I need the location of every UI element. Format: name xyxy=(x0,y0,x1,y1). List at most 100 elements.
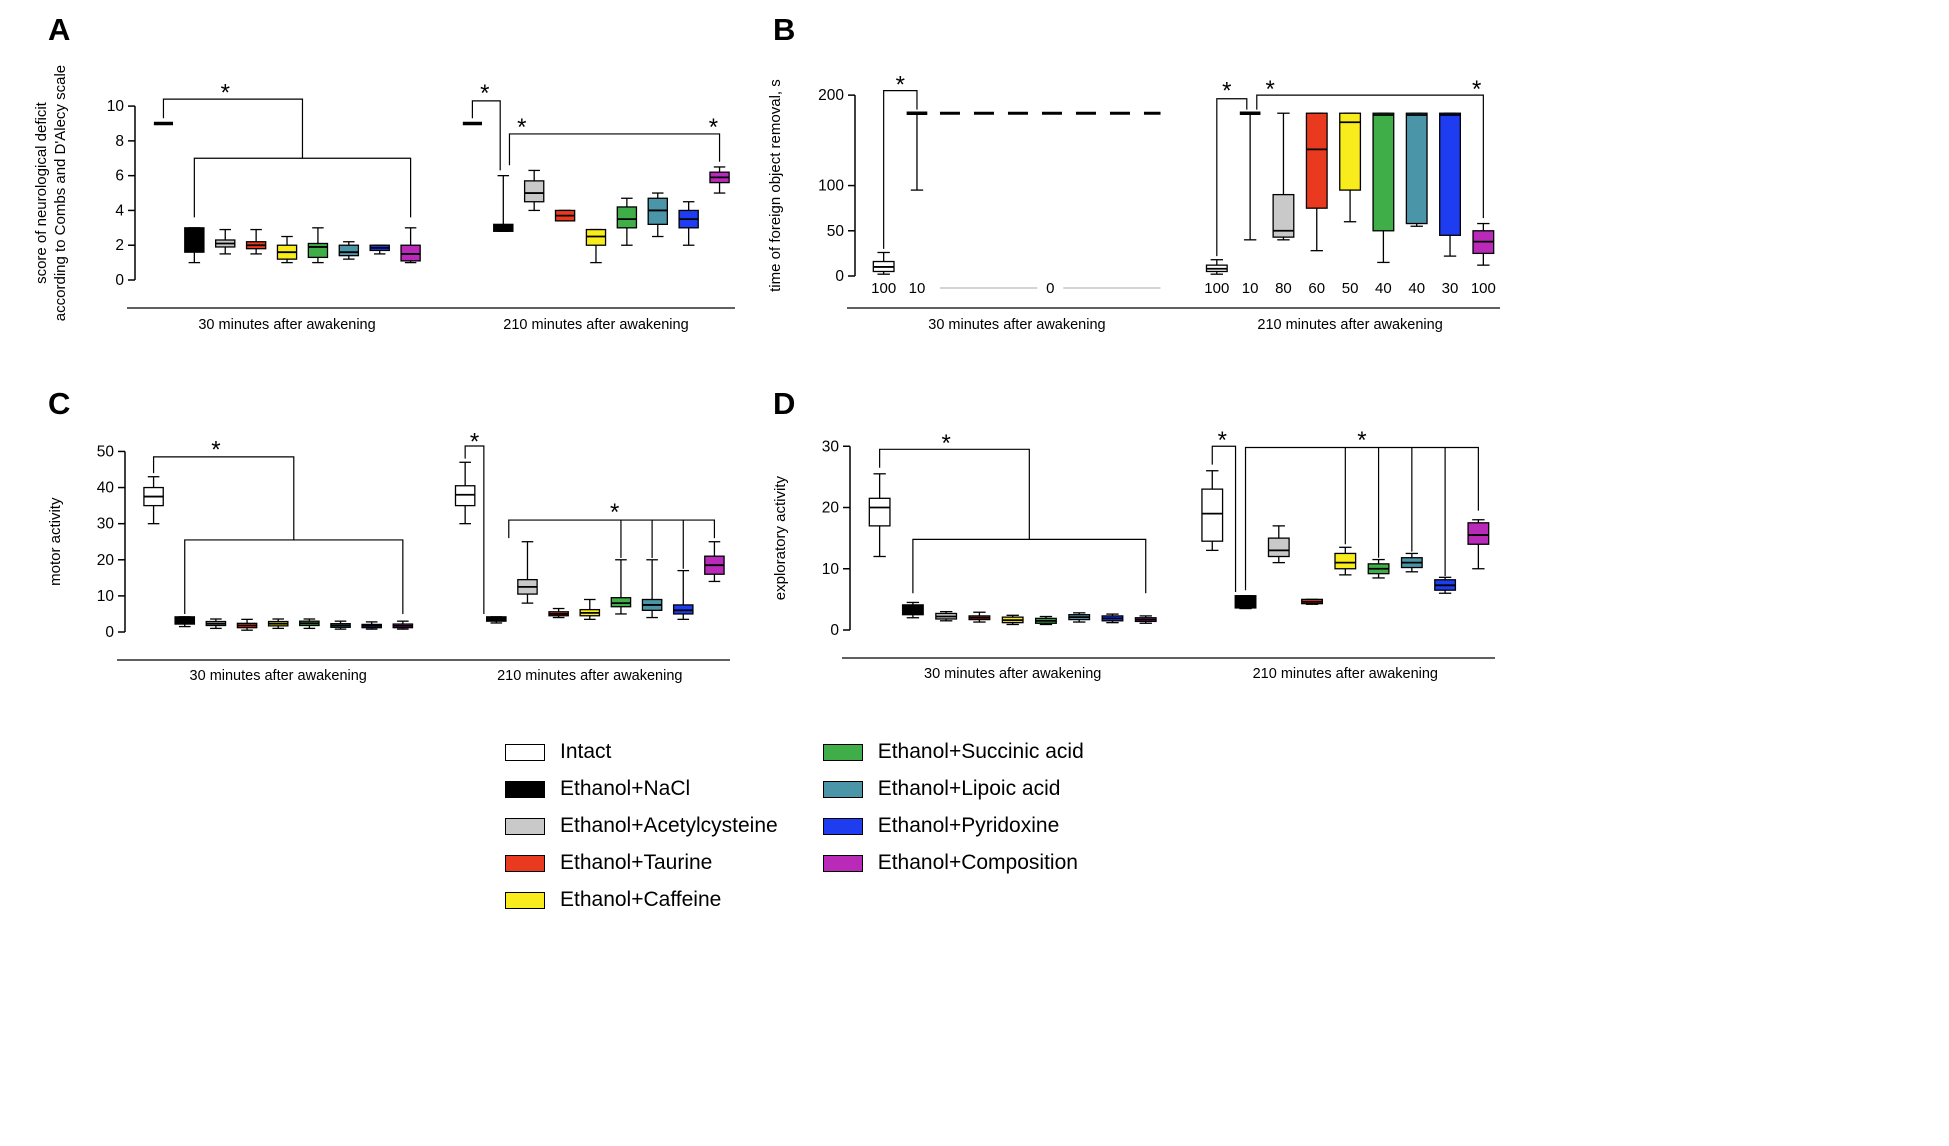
success-percent-label: 40 xyxy=(1408,280,1425,297)
y-tick-label: 30 xyxy=(97,516,115,533)
legend-label-acetylcysteine: Ethanol+Acetylcysteine xyxy=(560,814,778,837)
sig-star: * xyxy=(480,80,489,107)
y-tick-label: 10 xyxy=(822,561,840,578)
panel-A: A 0 2 4 6 8 10 score of neurological deficit ac… xyxy=(30,8,750,363)
y-tick-label: 10 xyxy=(107,98,125,115)
group-label: 210 minutes after awakening xyxy=(1257,317,1442,333)
y-tick-label: 0 xyxy=(105,624,114,641)
box-acetylcysteine xyxy=(1267,537,1290,558)
y-axis-label: score of neurological deficit xyxy=(33,101,50,284)
box-lipoic xyxy=(338,244,360,257)
legend-label-pyridoxine: Ethanol+Pyridoxine xyxy=(877,814,1060,837)
sig-bracket xyxy=(508,133,721,166)
y-tick-label: 0 xyxy=(115,272,124,289)
panel-A-letter: A xyxy=(48,12,71,47)
group-label: 30 minutes after awakening xyxy=(928,317,1105,333)
group-label: 30 minutes after awakening xyxy=(924,666,1101,682)
legend-item-lipoic: Ethanol+Lipoic acid xyxy=(822,777,1084,801)
y-tick-label: 20 xyxy=(97,552,115,569)
y-tick-label: 2 xyxy=(115,237,124,254)
success-percent-label: 30 xyxy=(1442,280,1459,297)
legend-item-acetylcysteine: Ethanol+Acetylcysteine xyxy=(505,814,778,838)
success-percent-label: 100 xyxy=(1204,280,1229,297)
panel-D-letter: D xyxy=(773,386,796,421)
legend: Intact Ethanol+NaCl Ethanol+Acetylcysteine… xyxy=(505,740,1084,912)
legend-label-nacl: Ethanol+NaCl xyxy=(560,777,691,800)
sig-star: * xyxy=(517,114,526,141)
panel-D: D 0 10 20 30 exploratory activity 30 minutes … xyxy=(755,382,1525,702)
box-succinic xyxy=(610,597,632,608)
legend-label-composition: Ethanol+Composition xyxy=(877,851,1078,874)
success-percent-label: 10 xyxy=(909,280,926,297)
legend-item-composition: Ethanol+Composition xyxy=(822,851,1084,875)
panel-B-letter: B xyxy=(773,12,796,47)
sig-star: * xyxy=(221,79,230,106)
sig-bracket xyxy=(1211,445,1237,593)
success-percent-label: 0 xyxy=(1046,280,1054,297)
panel-B: B 0 50 100 200 time of foreign object remova… xyxy=(755,8,1515,363)
legend-item-caffeine: Ethanol+Caffeine xyxy=(505,888,778,912)
success-percent-label: 60 xyxy=(1308,280,1325,297)
y-tick-label: 0 xyxy=(835,268,844,285)
box-intact xyxy=(1201,488,1224,542)
y-tick-label: 0 xyxy=(830,622,839,639)
y-tick-label: 50 xyxy=(97,443,115,460)
y-tick-label: 200 xyxy=(818,87,844,104)
box-pyridoxine xyxy=(672,604,694,615)
sig-bracket xyxy=(464,445,485,614)
legend-swatch-composition xyxy=(822,854,863,872)
legend-item-taurine: Ethanol+Taurine xyxy=(505,851,778,875)
percent-label-bg xyxy=(1037,276,1064,298)
box-lipoic xyxy=(1405,112,1428,225)
y-tick-label: 100 xyxy=(818,178,844,195)
legend-swatch-taurine xyxy=(505,854,545,872)
box-acetylcysteine xyxy=(523,180,545,203)
sig-bracket xyxy=(162,98,304,159)
box-nacl xyxy=(184,227,205,253)
sig-bracket xyxy=(193,157,412,218)
success-percent-label: 100 xyxy=(871,280,896,297)
legend-swatch-intact xyxy=(505,743,545,761)
y-tick-label: 8 xyxy=(115,133,124,150)
sig-star: * xyxy=(610,499,619,526)
y-tick-label: 30 xyxy=(822,438,840,455)
success-percent-label: 100 xyxy=(1471,280,1496,297)
sig-bracket xyxy=(879,448,1030,540)
sig-star: * xyxy=(941,430,950,457)
box-acetylcysteine xyxy=(1272,193,1295,238)
legend-column-1: Intact Ethanol+NaCl Ethanol+Acetylcysteine… xyxy=(505,740,778,912)
box-intact xyxy=(454,485,476,507)
y-axis-label: motor activity xyxy=(47,497,64,586)
y-axis-label: exploratory activity xyxy=(772,476,789,601)
sig-star: * xyxy=(1472,76,1481,103)
legend-label-succinic: Ethanol+Succinic acid xyxy=(877,740,1084,763)
sig-star: * xyxy=(211,437,220,464)
sig-bracket xyxy=(912,538,1147,594)
panel-C: C 0 10 20 30 40 50 motor activity 30 minutes af… xyxy=(30,382,770,702)
y-tick-label: 50 xyxy=(827,223,845,240)
success-percent-label: 80 xyxy=(1275,280,1292,297)
success-percent-label: 50 xyxy=(1342,280,1359,297)
sig-bracket xyxy=(883,90,918,249)
legend-swatch-caffeine xyxy=(505,891,545,909)
legend-column-2: Ethanol+Succinic acid Ethanol+Lipoic acid… xyxy=(822,740,1084,912)
sig-star: * xyxy=(896,71,905,98)
y-axis-label: time of foreign object removal, s xyxy=(767,79,784,292)
legend-label-lipoic: Ethanol+Lipoic acid xyxy=(877,777,1061,800)
legend-label-caffeine: Ethanol+Caffeine xyxy=(560,888,722,911)
box-pyridoxine xyxy=(1439,112,1462,236)
legend-item-pyridoxine: Ethanol+Pyridoxine xyxy=(822,814,1084,838)
box-caffeine xyxy=(1339,112,1362,191)
group-label: 210 minutes after awakening xyxy=(503,317,688,333)
sig-star: * xyxy=(709,114,718,141)
sig-bracket xyxy=(152,456,295,540)
box-intact xyxy=(868,497,891,527)
box-succinic xyxy=(307,242,329,259)
legend-label-intact: Intact xyxy=(560,740,612,763)
y-tick-label: 10 xyxy=(97,588,115,605)
sig-bracket xyxy=(508,519,716,539)
sig-star: * xyxy=(1218,427,1227,454)
legend-label-taurine: Ethanol+Taurine xyxy=(560,851,713,874)
group-label: 30 minutes after awakening xyxy=(198,317,375,333)
